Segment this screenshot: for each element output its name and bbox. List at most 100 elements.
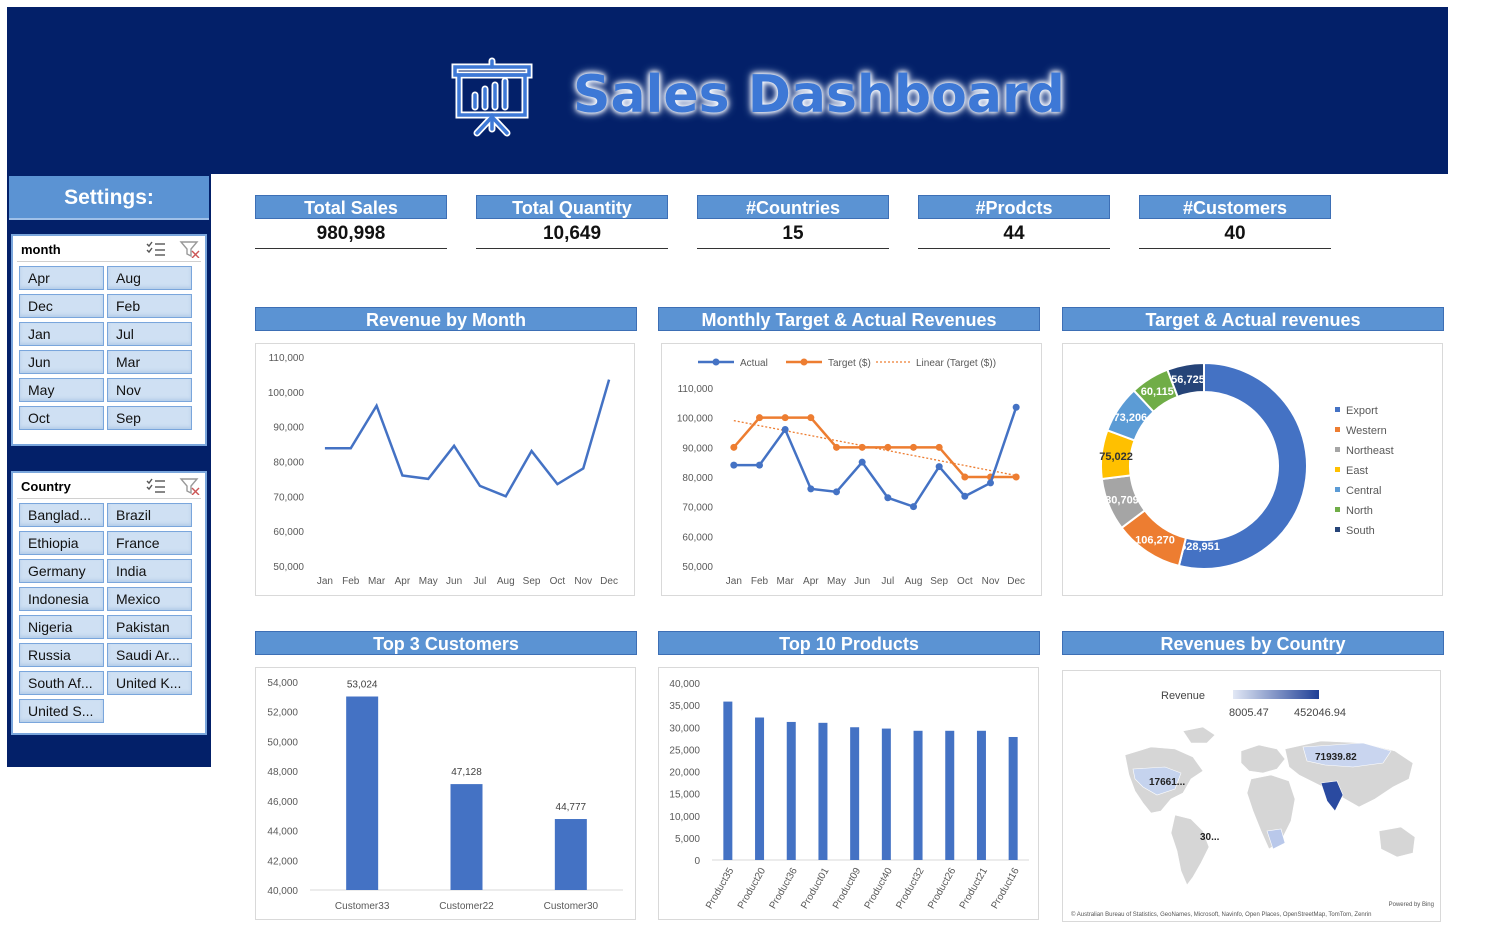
y-tick-label: 50,000 (267, 737, 298, 748)
month-option[interactable]: Nov (107, 378, 192, 402)
data-label: 47,128 (451, 767, 482, 778)
map-legend-min: 8005.47 (1229, 707, 1269, 719)
x-tick-label: Nov (982, 576, 1000, 587)
map-powered-by: Powered by Bing (1389, 902, 1434, 908)
y-tick-label: 90,000 (682, 443, 713, 454)
kpi-customers: #Customers 40 (1139, 195, 1331, 249)
month-option[interactable]: Mar (107, 350, 192, 374)
kpi-value: 10,649 (476, 219, 668, 249)
country-option[interactable]: Mexico (107, 587, 192, 611)
y-tick-label: 70,000 (273, 492, 304, 503)
revenue-by-month-title: Revenue by Month (255, 307, 637, 331)
x-tick-label: Product21 (958, 866, 991, 911)
settings-title: Settings: (9, 176, 209, 220)
usa-region (1132, 766, 1182, 796)
target-actual-donut-svg: 528,951 106,270 80,709 75,022 73,206 60,11556… (1099, 361, 1394, 570)
data-point (858, 458, 866, 466)
country-option[interactable]: Russia (19, 643, 104, 667)
y-tick-label: 44,000 (267, 827, 298, 838)
kpi-label: #Prodcts (918, 195, 1110, 219)
data-label: 73,206 (1114, 412, 1148, 424)
x-tick-label: Feb (342, 576, 360, 587)
data-point (807, 485, 815, 493)
kpi-total-quantity: Total Quantity 10,649 (476, 195, 668, 249)
x-tick-label: May (827, 576, 846, 587)
legend-label: North (1346, 505, 1373, 517)
country-option[interactable]: France (107, 531, 192, 555)
country-option[interactable]: India (107, 559, 192, 583)
month-option[interactable]: Feb (107, 294, 192, 318)
country-option[interactable]: Banglad... (19, 503, 104, 527)
x-tick-label: Jun (854, 576, 870, 587)
slicer-header: month (17, 238, 201, 262)
legend-swatch (1335, 487, 1340, 492)
legend-swatch (1335, 527, 1340, 532)
month-option[interactable]: Aug (107, 266, 192, 290)
country-option[interactable]: Germany (19, 559, 104, 583)
kpi-value: 40 (1139, 219, 1331, 249)
data-point (884, 494, 892, 502)
month-option[interactable]: Jun (19, 350, 104, 374)
settings-sidebar: Settings: month Apr Aug Dec Feb Jan Jul Jun Mar… (7, 174, 211, 767)
y-tick-label: 25,000 (669, 745, 700, 756)
clear-filter-icon[interactable] (179, 240, 201, 259)
data-point (833, 443, 840, 451)
revenues-by-country-title: Revenues by Country (1062, 631, 1444, 655)
month-option[interactable]: May (19, 378, 104, 402)
data-point (858, 443, 866, 451)
x-tick-label: Apr (395, 576, 411, 587)
country-option[interactable]: Saudi Ar... (107, 643, 192, 667)
data-point (833, 488, 840, 496)
target-actual-revenues-title: Target & Actual revenues (1062, 307, 1444, 331)
x-tick-label: Customer30 (544, 901, 599, 912)
country-option[interactable]: Ethiopia (19, 531, 104, 555)
kpi-value: 15 (697, 219, 889, 249)
bar (913, 730, 923, 860)
x-tick-label: Customer33 (335, 901, 390, 912)
month-option[interactable]: Oct (19, 406, 104, 430)
x-tick-label: Product01 (799, 866, 832, 911)
country-slicer: Country Banglad... Brazil Ethiopia France Ge… (11, 471, 207, 735)
y-tick-label: 50,000 (682, 562, 713, 573)
y-tick-label: 90,000 (273, 423, 304, 434)
country-option[interactable]: Brazil (107, 503, 192, 527)
country-option[interactable]: South Af... (19, 671, 104, 695)
russia-region (1302, 742, 1392, 768)
month-option[interactable]: Jul (107, 322, 192, 346)
data-label: 528,951 (1180, 541, 1220, 553)
legend-swatch (1335, 467, 1340, 472)
legend-label: Target ($) (828, 358, 871, 369)
legend-label: Export (1346, 405, 1378, 417)
month-option[interactable]: Sep (107, 406, 192, 430)
clear-filter-icon[interactable] (179, 477, 201, 496)
country-option[interactable]: Indonesia (19, 587, 104, 611)
x-tick-label: Product09 (831, 866, 864, 911)
data-point (910, 443, 917, 451)
y-tick-label: 100,000 (677, 414, 714, 425)
y-tick-label: 52,000 (267, 708, 298, 719)
multi-select-icon[interactable] (145, 477, 167, 495)
x-tick-label: Sep (523, 576, 541, 587)
x-tick-label: Mar (777, 576, 795, 587)
multi-select-icon[interactable] (145, 240, 167, 258)
x-tick-label: Product32 (894, 866, 927, 911)
y-tick-label: 70,000 (682, 503, 713, 514)
legend-marker (712, 358, 720, 366)
map-legend-max: 452046.94 (1294, 707, 1346, 719)
country-option[interactable]: Nigeria (19, 615, 104, 639)
x-tick-label: Product26 (926, 866, 959, 911)
revenues-by-country-map: Revenue 8005.47 452046.94 71939.82 17661… (1062, 670, 1441, 922)
presentation-chart-icon (451, 57, 533, 137)
country-option[interactable]: Pakistan (107, 615, 192, 639)
country-option[interactable]: United S... (19, 699, 104, 723)
page-title: Sales Dashboard (573, 65, 1065, 125)
month-option[interactable]: Jan (19, 322, 104, 346)
x-tick-label: Jul (881, 576, 894, 587)
month-option[interactable]: Dec (19, 294, 104, 318)
country-option[interactable]: United K... (107, 671, 192, 695)
x-tick-label: Jul (474, 576, 487, 587)
world-map-svg: Revenue 8005.47 452046.94 71939.82 17661… (1071, 690, 1434, 918)
month-option[interactable]: Apr (19, 266, 104, 290)
monthly-target-actual-svg: 50,000 60,000 70,000 80,000 90,000 100,000 110… (677, 358, 1025, 587)
